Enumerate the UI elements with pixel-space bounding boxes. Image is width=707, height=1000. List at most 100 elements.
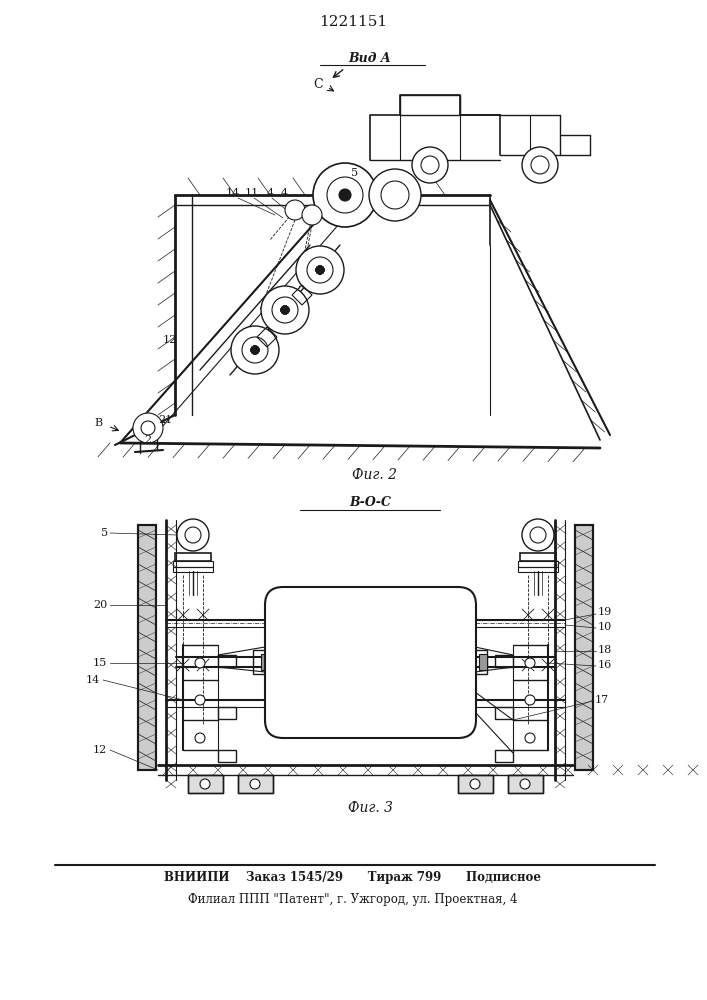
Circle shape bbox=[231, 326, 279, 374]
Text: С: С bbox=[313, 79, 323, 92]
Circle shape bbox=[412, 147, 448, 183]
Text: 12: 12 bbox=[163, 335, 177, 345]
Bar bbox=[218, 750, 236, 762]
Circle shape bbox=[133, 413, 163, 443]
Circle shape bbox=[316, 266, 324, 274]
Text: Вид A: Вид A bbox=[349, 51, 391, 64]
Text: 10: 10 bbox=[598, 622, 612, 632]
Bar bbox=[175, 553, 211, 561]
Text: 17: 17 bbox=[595, 695, 609, 705]
Bar bbox=[238, 775, 273, 793]
Text: 16: 16 bbox=[598, 660, 612, 670]
Text: 4: 4 bbox=[281, 188, 288, 198]
Circle shape bbox=[251, 346, 259, 354]
FancyBboxPatch shape bbox=[265, 587, 476, 738]
Text: 1221151: 1221151 bbox=[319, 15, 387, 29]
Circle shape bbox=[195, 733, 205, 743]
Circle shape bbox=[177, 519, 209, 551]
Circle shape bbox=[281, 306, 289, 314]
Circle shape bbox=[316, 266, 324, 274]
Bar bbox=[495, 655, 513, 667]
Circle shape bbox=[185, 527, 201, 543]
Circle shape bbox=[316, 266, 324, 274]
Circle shape bbox=[531, 156, 549, 174]
Bar bbox=[138, 525, 156, 770]
Text: 12: 12 bbox=[93, 745, 107, 755]
Text: 15: 15 bbox=[93, 658, 107, 668]
Bar bbox=[188, 775, 223, 793]
Bar bbox=[575, 525, 593, 770]
Bar bbox=[253, 650, 265, 674]
Bar bbox=[575, 525, 593, 770]
Text: Филиал ППП "Патент", г. Ужгород, ул. Проектная, 4: Филиал ППП "Патент", г. Ужгород, ул. Про… bbox=[188, 894, 518, 906]
Circle shape bbox=[281, 306, 289, 314]
Circle shape bbox=[281, 306, 289, 314]
Circle shape bbox=[316, 266, 324, 274]
Bar bbox=[173, 567, 213, 572]
Circle shape bbox=[195, 658, 205, 668]
Circle shape bbox=[251, 346, 259, 354]
Circle shape bbox=[242, 337, 268, 363]
Circle shape bbox=[272, 297, 298, 323]
Text: B: B bbox=[94, 418, 102, 428]
Text: 19: 19 bbox=[598, 607, 612, 617]
Bar bbox=[218, 707, 236, 719]
Text: 11: 11 bbox=[245, 188, 259, 198]
Circle shape bbox=[522, 519, 554, 551]
Text: 18: 18 bbox=[598, 645, 612, 655]
Text: 5: 5 bbox=[101, 528, 108, 538]
Circle shape bbox=[525, 695, 535, 705]
Text: 21: 21 bbox=[158, 415, 172, 425]
Circle shape bbox=[250, 779, 260, 789]
Bar bbox=[400, 95, 460, 115]
Circle shape bbox=[307, 257, 333, 283]
Text: 5: 5 bbox=[351, 168, 358, 178]
Circle shape bbox=[522, 147, 558, 183]
Circle shape bbox=[200, 779, 210, 789]
Circle shape bbox=[261, 286, 309, 334]
Bar bbox=[188, 775, 223, 793]
Circle shape bbox=[251, 346, 259, 354]
Bar bbox=[518, 567, 558, 572]
Circle shape bbox=[525, 733, 535, 743]
Text: 14: 14 bbox=[86, 675, 100, 685]
Bar bbox=[458, 775, 493, 793]
Bar bbox=[475, 650, 487, 674]
Bar bbox=[479, 654, 487, 670]
Bar bbox=[495, 750, 513, 762]
Text: Фиг. 2: Фиг. 2 bbox=[353, 468, 397, 482]
Circle shape bbox=[296, 246, 344, 294]
Text: Фиг. 3: Фиг. 3 bbox=[348, 801, 392, 815]
Text: ВНИИПИ    Заказ 1545/29      Тираж 799      Подписное: ВНИИПИ Заказ 1545/29 Тираж 799 Подписное bbox=[165, 871, 542, 884]
Circle shape bbox=[281, 306, 289, 314]
Bar bbox=[173, 561, 213, 567]
Bar bbox=[218, 655, 236, 667]
Circle shape bbox=[421, 156, 439, 174]
Bar bbox=[138, 525, 156, 770]
Text: 20: 20 bbox=[93, 600, 107, 610]
Circle shape bbox=[530, 527, 546, 543]
Circle shape bbox=[281, 306, 289, 314]
Circle shape bbox=[313, 163, 377, 227]
Bar bbox=[508, 775, 543, 793]
Bar bbox=[495, 707, 513, 719]
Circle shape bbox=[520, 779, 530, 789]
Text: 2: 2 bbox=[144, 435, 151, 445]
Bar bbox=[458, 775, 493, 793]
Circle shape bbox=[369, 169, 421, 221]
Circle shape bbox=[141, 421, 155, 435]
Bar bbox=[238, 775, 273, 793]
Circle shape bbox=[251, 346, 259, 354]
Circle shape bbox=[195, 695, 205, 705]
Circle shape bbox=[281, 306, 289, 314]
Circle shape bbox=[381, 181, 409, 209]
Circle shape bbox=[327, 177, 363, 213]
Text: В-О-С: В-О-С bbox=[349, 496, 391, 510]
Bar bbox=[518, 561, 558, 567]
Circle shape bbox=[316, 266, 324, 274]
Bar bbox=[520, 553, 556, 561]
Circle shape bbox=[251, 346, 259, 354]
Circle shape bbox=[251, 346, 259, 354]
Circle shape bbox=[285, 200, 305, 220]
Circle shape bbox=[302, 205, 322, 225]
